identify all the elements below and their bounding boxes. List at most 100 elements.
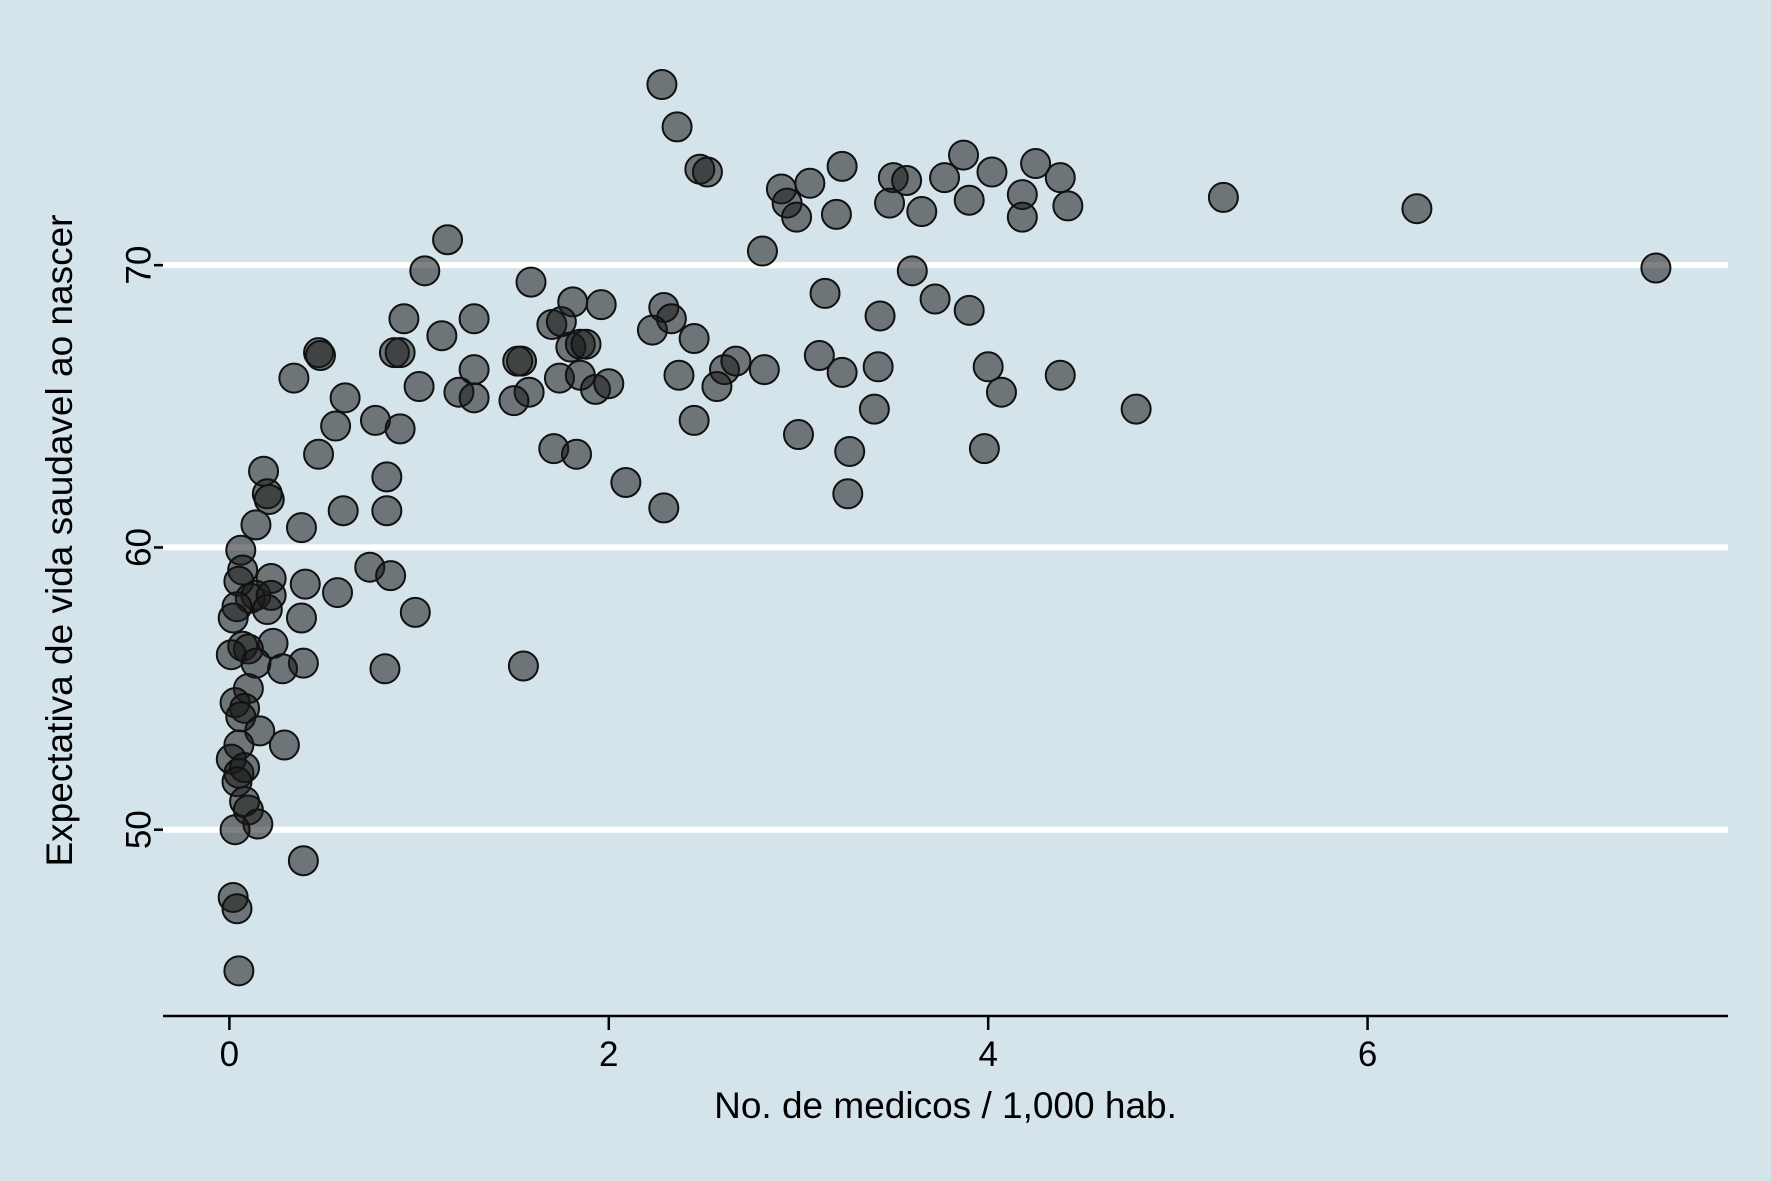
data-point [1044, 162, 1076, 194]
data-point [746, 235, 778, 267]
data-point [570, 328, 602, 360]
data-point [223, 955, 255, 987]
data-point [1044, 359, 1076, 391]
data-point [661, 111, 693, 143]
data-point [862, 351, 894, 383]
data-point [403, 371, 435, 403]
data-point [1006, 201, 1038, 233]
data-point [929, 162, 961, 194]
data-point [268, 729, 300, 761]
data-point [1120, 393, 1152, 425]
data-point [919, 283, 951, 315]
data-point [720, 345, 752, 377]
data-point [502, 345, 534, 377]
data-point [267, 653, 299, 685]
data-point [371, 495, 403, 527]
data-point [240, 509, 272, 541]
data-point [826, 150, 858, 182]
data-point [636, 314, 668, 346]
data-point [678, 404, 710, 436]
data-point [896, 255, 928, 287]
y-axis-title: Expectativa de vida saudavel ao nascer [39, 214, 80, 866]
data-point [561, 438, 593, 470]
data-point [803, 339, 835, 371]
data-point [287, 845, 319, 877]
data-point [585, 289, 617, 321]
data-point [794, 167, 826, 199]
data-point [432, 224, 464, 256]
data-point [303, 438, 335, 470]
data-point [832, 478, 864, 510]
y-tick-label: 50 [120, 810, 159, 849]
y-tick-label: 60 [120, 528, 159, 567]
data-point [809, 277, 841, 309]
data-point [329, 382, 361, 414]
data-points [215, 69, 1672, 987]
data-point [864, 300, 896, 332]
data-point [384, 337, 416, 369]
data-point [748, 354, 780, 386]
data-point [874, 187, 906, 219]
data-point [322, 577, 354, 609]
data-point [498, 385, 530, 417]
data-point [834, 435, 866, 467]
data-point [948, 139, 980, 171]
data-point [285, 512, 317, 544]
data-point [426, 320, 458, 352]
data-point [289, 568, 321, 600]
data-point [646, 69, 678, 101]
data-point [782, 419, 814, 451]
data-point [371, 461, 403, 493]
data-point [972, 351, 1004, 383]
data-point [701, 371, 733, 403]
x-tick-label: 6 [1358, 1035, 1377, 1074]
data-point [953, 184, 985, 216]
x-tick-label: 0 [220, 1035, 239, 1074]
data-point [691, 156, 723, 188]
data-point [217, 602, 249, 634]
data-point [968, 433, 1000, 465]
data-point [253, 483, 285, 515]
data-point [1640, 252, 1672, 284]
data-point [678, 323, 710, 355]
y-tick-label: 70 [120, 246, 159, 285]
data-point [891, 164, 923, 196]
data-point [663, 359, 695, 391]
x-axis-title: No. de medicos / 1,000 hab. [714, 1085, 1177, 1126]
data-point [409, 255, 441, 287]
data-point [384, 413, 416, 445]
data-point [507, 650, 539, 682]
data-point [278, 362, 310, 394]
data-point [304, 339, 336, 371]
data-point [285, 602, 317, 634]
data-point [369, 653, 401, 685]
data-point [320, 410, 352, 442]
data-point [219, 814, 251, 846]
data-point [906, 196, 938, 228]
data-point [858, 393, 890, 425]
data-point [976, 156, 1008, 188]
data-point [610, 467, 642, 499]
tick-labels: 50 60 70 0 2 4 6 [120, 246, 1378, 1074]
data-point [1020, 148, 1052, 180]
x-tick-label: 4 [978, 1035, 997, 1074]
data-point [826, 356, 858, 388]
data-point [221, 893, 253, 925]
data-point [1401, 193, 1433, 225]
data-point [985, 376, 1017, 408]
data-point [388, 303, 420, 335]
data-point [458, 303, 490, 335]
data-point [251, 594, 283, 626]
data-point [327, 495, 359, 527]
data-point [1207, 181, 1239, 213]
data-point [648, 492, 680, 524]
data-point [458, 382, 490, 414]
data-point [593, 368, 625, 400]
x-tick-label: 2 [599, 1035, 618, 1074]
data-point [375, 560, 407, 592]
data-point [1052, 190, 1084, 222]
data-point [399, 596, 431, 628]
data-point [820, 198, 852, 230]
data-point [953, 294, 985, 326]
